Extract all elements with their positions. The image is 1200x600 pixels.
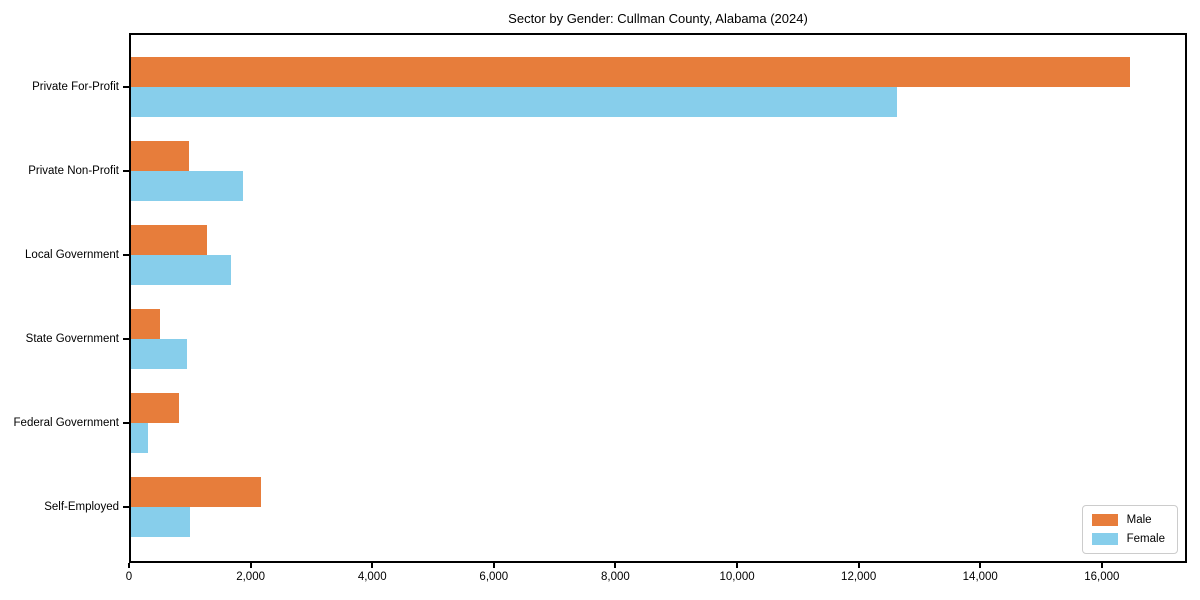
y-tick-mark <box>123 170 129 172</box>
bar-pair <box>131 141 1185 201</box>
y-tick-mark <box>123 338 129 340</box>
bar-female <box>131 255 231 285</box>
x-tick-mark <box>614 563 617 568</box>
y-axis-label: Self-Employed <box>44 501 119 513</box>
chart-title: Sector by Gender: Cullman County, Alabam… <box>508 11 808 26</box>
x-tick-mark <box>857 563 860 568</box>
x-tick-label: 16,000 <box>1084 571 1120 583</box>
x-tick-label: 14,000 <box>962 571 998 583</box>
legend: Male Female <box>1081 505 1178 554</box>
bar-male <box>131 225 207 255</box>
bar-group: Federal Government <box>14 381 1185 465</box>
bar-male <box>131 477 262 507</box>
legend-item-male: Male <box>1091 514 1165 526</box>
bar-male <box>131 309 161 339</box>
x-tick-label: 8,000 <box>601 571 630 583</box>
y-axis-label: Local Government <box>25 249 119 261</box>
bar-group: Private Non-Profit <box>28 129 1185 213</box>
legend-label: Female <box>1126 533 1165 545</box>
bar-female <box>131 339 188 369</box>
bar-pair <box>131 393 1185 453</box>
bar-male <box>131 57 1131 87</box>
bar-pair <box>131 225 1185 285</box>
legend-label: Male <box>1126 514 1152 526</box>
x-axis: 0 2,000 4,000 6,000 8,000 10,000 12,000 14,000 1… <box>125 563 1187 595</box>
y-tick-mark <box>123 422 129 424</box>
x-tick-label: 0 <box>125 571 133 583</box>
y-axis-label: State Government <box>25 333 119 345</box>
x-tick-mark <box>249 563 252 568</box>
y-axis-label: Private Non-Profit <box>28 165 119 177</box>
x-tick-mark <box>492 563 495 568</box>
bar-female <box>131 171 244 201</box>
bar-male <box>131 393 180 423</box>
y-axis-label: Private For-Profit <box>32 81 119 93</box>
x-tick-mark <box>1100 563 1103 568</box>
x-tick-label: 12,000 <box>841 571 877 583</box>
x-tick-mark <box>979 563 982 568</box>
bar-pair <box>131 477 1185 537</box>
x-tick-label: 4,000 <box>357 571 387 583</box>
x-tick-label: 6,000 <box>479 571 509 583</box>
bar-male <box>131 141 189 171</box>
x-tick-label: 2,000 <box>236 571 265 583</box>
x-tick-label: 10,000 <box>719 571 755 583</box>
y-tick-mark <box>123 254 129 256</box>
bar-pair <box>131 309 1185 369</box>
y-tick-mark <box>123 86 129 88</box>
y-axis-label: Federal Government <box>13 417 119 429</box>
bar-pair <box>131 57 1185 117</box>
bar-female <box>131 87 898 117</box>
x-tick-mark <box>736 563 739 568</box>
plot-area: Private For-Profit Private Non-Profit Loca… <box>14 33 1187 563</box>
bar-group: Private For-Profit <box>32 45 1185 129</box>
bar-groups: Private For-Profit Private Non-Profit Loca… <box>14 35 1185 561</box>
x-tick-mark <box>371 563 374 568</box>
bar-female <box>131 423 148 453</box>
legend-swatch-male <box>1091 514 1118 526</box>
x-tick-mark <box>128 563 130 568</box>
y-tick-mark <box>123 506 129 508</box>
bar-group: Self-Employed <box>44 465 1185 549</box>
legend-swatch-female <box>1091 533 1118 545</box>
bar-female <box>131 507 191 537</box>
bar-group: Local Government <box>25 213 1185 297</box>
legend-item-female: Female <box>1091 533 1165 545</box>
bar-group: State Government <box>26 297 1185 381</box>
